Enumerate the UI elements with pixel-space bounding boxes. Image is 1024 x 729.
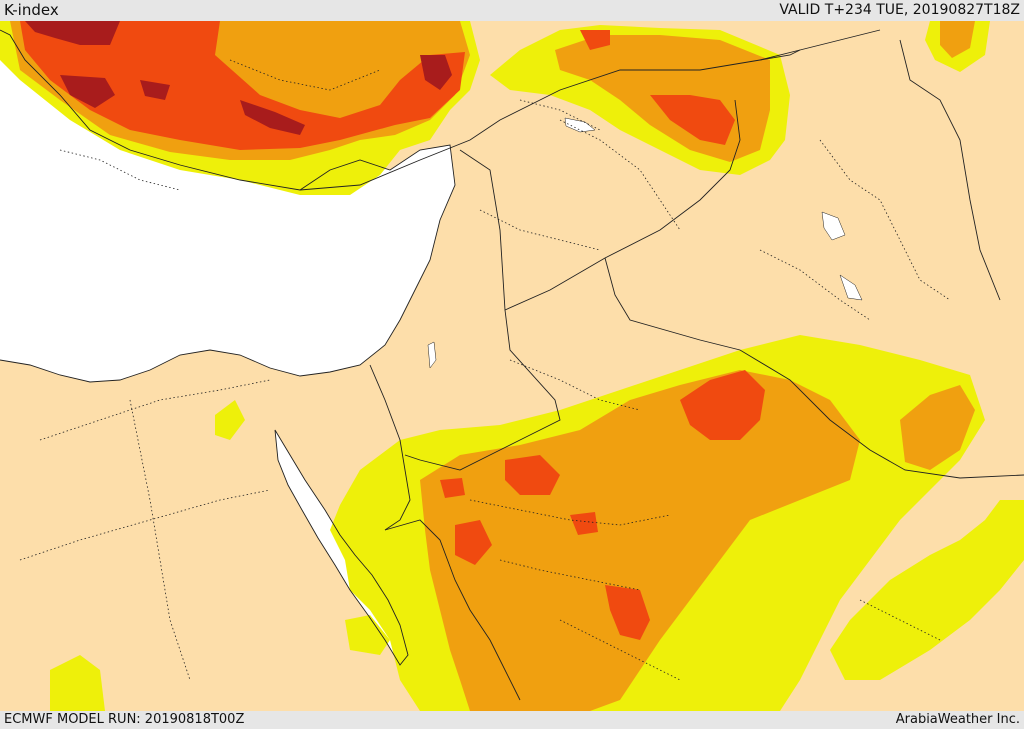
contour-red-arabia-2	[505, 455, 560, 495]
mediterranean-sea	[0, 30, 455, 382]
contour-darkred-turkey-1	[25, 21, 120, 45]
credit-label: ArabiaWeather Inc.	[895, 712, 1020, 727]
contour-yellow-egypt-1	[215, 400, 245, 440]
footer-bar	[0, 711, 1024, 729]
map-title: K-index	[4, 1, 59, 19]
contour-darkred-turkey-4	[60, 75, 115, 108]
model-run: ECMWF MODEL RUN: 20190818T00Z	[4, 712, 245, 727]
dead-sea	[427, 341, 437, 369]
contour-red-east-2	[580, 30, 610, 50]
contour-red-arabia-1	[680, 370, 765, 440]
contour-red-arabia-6	[440, 478, 465, 498]
lake-van	[564, 117, 596, 133]
contour-red-arabia-4	[605, 585, 650, 640]
iraq-lake-2	[839, 274, 863, 301]
contour-red-turkey	[20, 21, 465, 150]
contour-red-arabia-5	[570, 512, 598, 535]
contour-darkred-turkey-2	[240, 100, 305, 135]
contour-darkred-turkey-3	[420, 55, 452, 90]
coastlines	[0, 29, 456, 666]
k-index-map	[0, 21, 1024, 711]
iraq-lake-1	[821, 211, 846, 241]
contour-orange-arabia	[420, 370, 860, 711]
contour-yellow-egypt-3	[345, 615, 390, 655]
contour-yellow-se	[830, 500, 1024, 680]
contour-orange-east-arabia	[900, 385, 975, 470]
province-borders	[19, 59, 951, 681]
contour-orange-ne	[940, 21, 975, 58]
contour-red-east	[650, 95, 735, 145]
contour-darkred-turkey-5	[140, 80, 170, 100]
header-bar	[0, 0, 1024, 21]
valid-time: VALID T+234 TUE, 20190827T18Z	[779, 2, 1020, 18]
country-borders	[299, 29, 1024, 701]
contour-red-arabia-3	[455, 520, 492, 565]
contour-yellow-egypt-2	[50, 655, 105, 711]
